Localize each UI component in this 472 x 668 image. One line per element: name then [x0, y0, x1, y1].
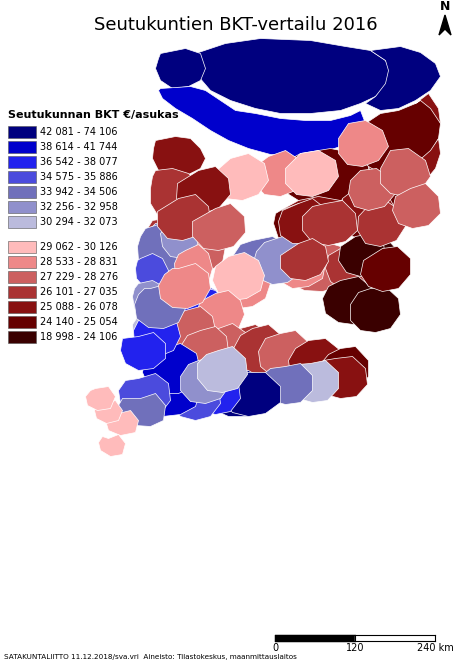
Bar [8, 171, 36, 183]
Text: SATAKUNTALIITTO 11.12.2018/sva.vri  Aineisto: Tilastokeskus, maanmittauslaitos: SATAKUNTALIITTO 11.12.2018/sva.vri Ainei… [4, 654, 297, 660]
Bar [8, 301, 36, 313]
Bar [8, 126, 36, 138]
Text: 29 062 - 30 126: 29 062 - 30 126 [40, 242, 118, 252]
Text: 0: 0 [272, 643, 278, 653]
Bar [8, 186, 36, 198]
Text: 33 942 - 34 506: 33 942 - 34 506 [40, 187, 118, 197]
Text: 36 542 - 38 077: 36 542 - 38 077 [40, 157, 118, 167]
Bar [8, 256, 36, 268]
Text: 24 140 - 25 054: 24 140 - 25 054 [40, 317, 118, 327]
Bar [8, 331, 36, 343]
Text: 27 229 - 28 276: 27 229 - 28 276 [40, 272, 118, 282]
Bar [8, 216, 36, 228]
Bar [8, 286, 36, 298]
Polygon shape [439, 15, 451, 35]
Text: 120: 120 [346, 643, 364, 653]
Text: 34 575 - 35 886: 34 575 - 35 886 [40, 172, 118, 182]
Text: 38 614 - 41 744: 38 614 - 41 744 [40, 142, 118, 152]
Bar [8, 201, 36, 213]
Text: 240 km: 240 km [417, 643, 454, 653]
Text: 18 998 - 24 106: 18 998 - 24 106 [40, 332, 118, 342]
Text: N: N [440, 0, 450, 13]
Text: Seutukuntien BKT-vertailu 2016: Seutukuntien BKT-vertailu 2016 [94, 16, 378, 34]
Bar [8, 316, 36, 328]
Bar [8, 141, 36, 153]
Bar [8, 241, 36, 253]
Text: 26 101 - 27 035: 26 101 - 27 035 [40, 287, 118, 297]
Text: 28 533 - 28 831: 28 533 - 28 831 [40, 257, 118, 267]
Text: 42 081 - 74 106: 42 081 - 74 106 [40, 127, 118, 137]
Text: 32 256 - 32 958: 32 256 - 32 958 [40, 202, 118, 212]
Bar [8, 156, 36, 168]
Bar [8, 271, 36, 283]
Text: 25 088 - 26 078: 25 088 - 26 078 [40, 302, 118, 312]
Text: 30 294 - 32 073: 30 294 - 32 073 [40, 217, 118, 227]
Text: Seutukunnan BKT €/asukas: Seutukunnan BKT €/asukas [8, 110, 178, 120]
